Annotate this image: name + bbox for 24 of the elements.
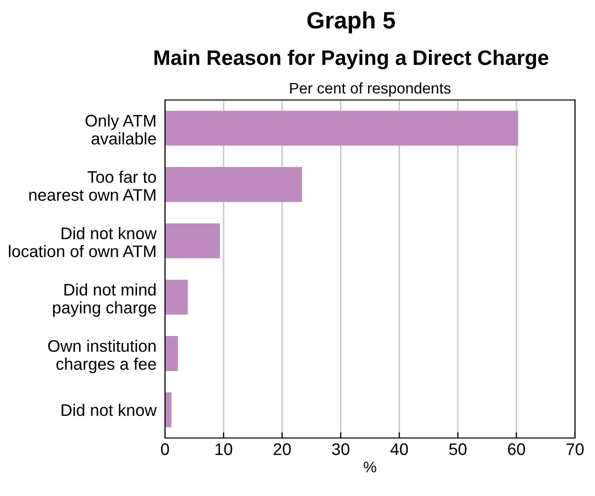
- bar: [165, 392, 172, 428]
- x-tick-label: 0: [161, 443, 169, 456]
- chart-title: Graph 5: [307, 11, 396, 34]
- y-tick-label: Only ATM available: [86, 114, 156, 145]
- y-tick-label: Did not know location of own ATM: [8, 227, 157, 258]
- x-tick-label: 20: [274, 443, 291, 456]
- y-tick-label: Did not mind paying charge: [53, 283, 156, 317]
- bar: [165, 167, 302, 202]
- y-tick-label: Did not know: [62, 404, 157, 416]
- x-tick-label: 70: [566, 443, 584, 456]
- y-tick-label: Own institution charges a fee: [48, 340, 156, 374]
- y-tick-label: Too far to nearest own ATM: [29, 170, 156, 201]
- x-axis-title: %: [364, 462, 376, 472]
- x-tick-label: 50: [449, 443, 466, 456]
- x-tick-label: 10: [216, 443, 232, 456]
- text: Per cent of respondents: [290, 82, 451, 97]
- x-tick-label: 40: [390, 443, 408, 456]
- bar: [165, 336, 178, 371]
- chart-subtitle: Main Reason for Paying a Direct Charge: [154, 50, 548, 70]
- x-tick-label: 30: [332, 443, 350, 456]
- bar: [165, 110, 518, 146]
- x-tick-label: 60: [508, 443, 526, 456]
- bar: [165, 223, 220, 258]
- bar: [165, 280, 188, 315]
